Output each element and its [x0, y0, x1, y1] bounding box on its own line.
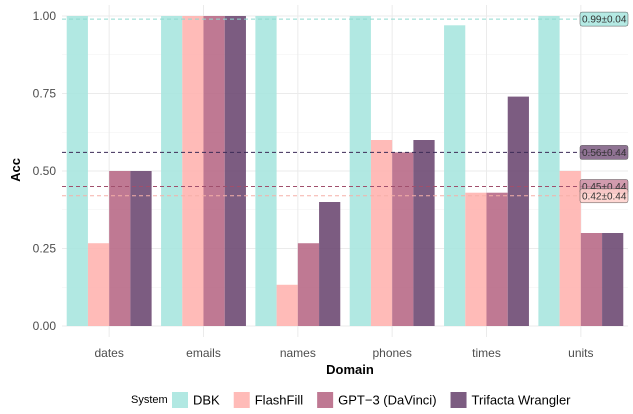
bar-gpt-3-davinci-units [580, 233, 603, 326]
bar-flashfill-times [465, 192, 487, 326]
bar-dbk-dates [66, 16, 88, 326]
bar-dbk-phones [349, 16, 371, 326]
mean-label-dbk: 0.99±0.04 [582, 15, 627, 26]
legend-swatch-gpt-3-davinci [317, 392, 334, 408]
x-tick-label-dates: dates [94, 346, 123, 360]
bar-flashfill-phones [370, 140, 393, 326]
bar-trifacta-wrangler-phones [413, 140, 435, 326]
bar-trifacta-wrangler-dates [130, 171, 152, 326]
bar-gpt-3-davinci-times [486, 192, 508, 326]
legend-label-gpt-3-davinci: GPT−3 (DaVinci) [338, 393, 436, 408]
x-tick-label-times: times [472, 346, 501, 360]
bar-flashfill-names [276, 284, 298, 326]
mean-label-trifacta-wrangler: 0.56±0.44 [582, 148, 627, 159]
y-tick-label: 0.00 [33, 319, 57, 333]
x-tick-label-units: units [568, 346, 593, 360]
bar-trifacta-wrangler-names [319, 202, 341, 326]
bar-dbk-emails [161, 16, 183, 326]
bar-flashfill-emails [182, 16, 204, 326]
mean-label-box-flashfill [579, 188, 629, 204]
legend-label-dbk: DBK [193, 393, 220, 408]
y-tick-label: 0.25 [33, 242, 57, 256]
bar-gpt-3-davinci-phones [392, 152, 414, 326]
bar-dbk-names [255, 16, 277, 326]
legend-swatch-trifacta-wrangler [450, 392, 467, 408]
y-axis: 0.00 0.25 0.50 0.75 1.00 [33, 9, 57, 333]
bar-trifacta-wrangler-emails [224, 16, 246, 326]
bar-dbk-units [538, 16, 560, 326]
bar-flashfill-units [559, 171, 581, 326]
bar-dbk-times [444, 25, 466, 327]
y-tick-label: 0.50 [33, 164, 57, 178]
bar-gpt-3-davinci-dates [109, 171, 131, 326]
legend-label-flashfill: FlashFill [255, 393, 304, 408]
y-axis-title: Acc [8, 158, 23, 182]
bar-trifacta-wrangler-times [507, 96, 529, 326]
y-tick-label: 0.75 [33, 87, 57, 101]
legend-swatch-dbk [172, 392, 188, 408]
mean-label-flashfill: 0.42±0.44 [582, 191, 627, 202]
mean-label-box-dbk [579, 11, 629, 27]
y-tick-label: 1.00 [33, 9, 57, 23]
x-axis-title: Domain [326, 362, 374, 377]
mean-lines: 0.99±0.04 0.56±0.44 0.45±0.440.42±0.44 [62, 11, 629, 204]
bar-gpt-3-davinci-emails [203, 16, 225, 326]
mean-label-box-trifacta-wrangler [579, 145, 629, 160]
bar-flashfill-dates [87, 243, 110, 326]
x-axis: dates emails names phones times units [94, 346, 593, 360]
x-tick-label-emails: emails [186, 346, 221, 360]
x-tick-label-names: names [280, 346, 316, 360]
mean-label-gpt-3-davinci: 0.45±0.44 [582, 182, 627, 193]
x-tick-label-phones: phones [372, 346, 411, 360]
legend-label-trifacta-wrangler: Trifacta Wrangler [472, 393, 572, 408]
bars [66, 16, 624, 327]
legend-title: System [131, 394, 168, 406]
legend-swatch-flashfill [233, 392, 250, 408]
bar-gpt-3-davinci-names [297, 243, 320, 326]
legend: System DBK FlashFill GPT−3 (DaVinci) Trifac… [131, 392, 571, 408]
bar-trifacta-wrangler-units [602, 233, 624, 326]
